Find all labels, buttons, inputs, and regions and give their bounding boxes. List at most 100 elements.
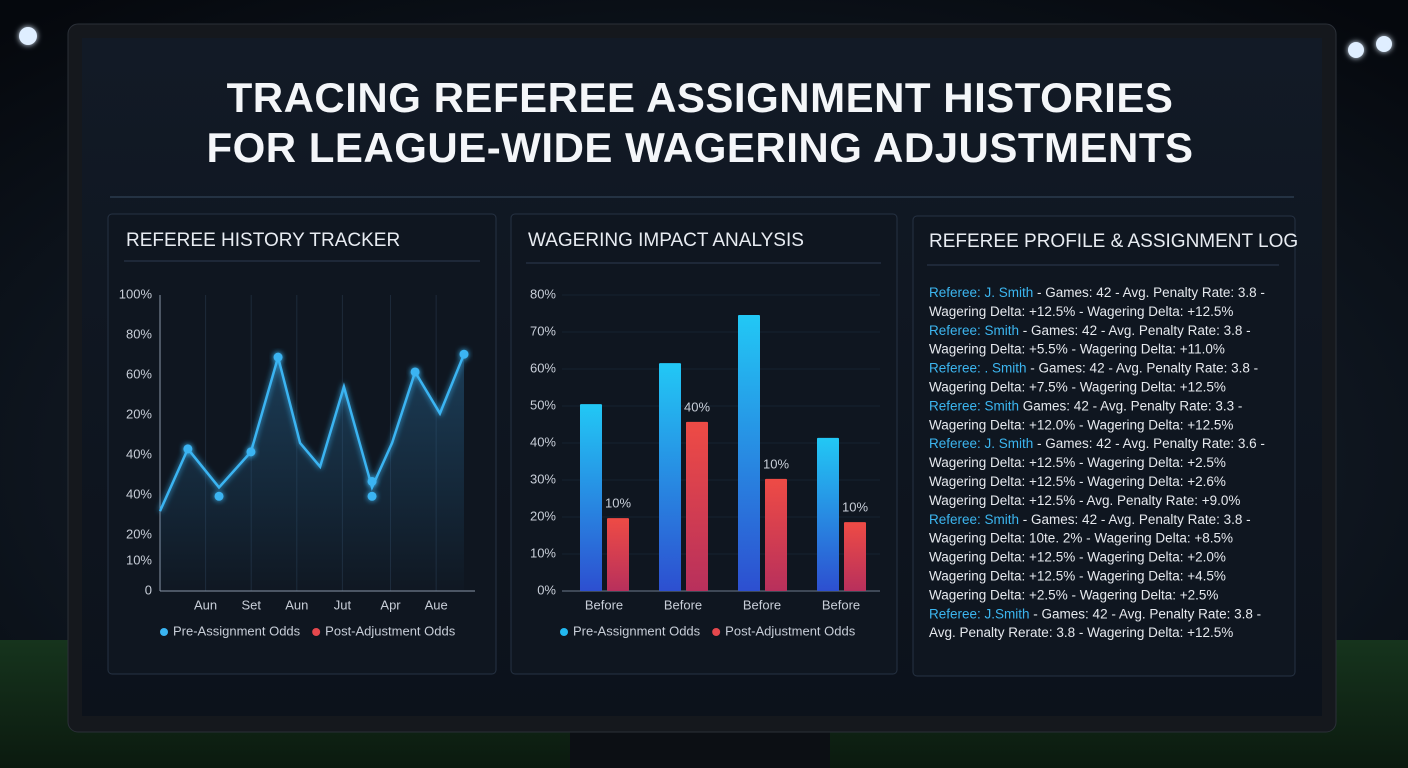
- y-tick-label: 60%: [530, 360, 556, 375]
- log-line: Wagering Delta: +7.5% - Wagering Delta: …: [929, 379, 1226, 394]
- x-tick-label: Jut: [334, 597, 352, 612]
- y-tick-label: 20%: [530, 508, 556, 523]
- log-line: Referee: J. Smith - Games: 42 - Avg. Pen…: [929, 285, 1265, 300]
- referee-name: Referee: J. Smith: [929, 436, 1033, 451]
- log-text: Wagering Delta: +12.0% - Wagering Delta:…: [929, 417, 1233, 432]
- log-text: - Games: 42 - Avg. Penalty Rate: 3.8 -: [1019, 511, 1251, 526]
- log-text: Wagering Delta: +12.5% - Wagering Delta:…: [929, 303, 1233, 318]
- log-line: Referee: Smith Games: 42 - Avg. Penalty …: [929, 398, 1242, 413]
- y-tick-label: 70%: [530, 323, 556, 338]
- y-tick-label: 10%: [126, 552, 152, 567]
- log-line: Wagering Delta: +12.5% - Wagering Delta:…: [929, 303, 1233, 318]
- log-text: Wagering Delta: 10te. 2% - Wagering Delt…: [929, 530, 1233, 545]
- point: [246, 447, 256, 457]
- log-text: Wagering Delta: +12.5% - Wagering Delta:…: [929, 568, 1226, 583]
- monitor-stand: [570, 728, 830, 768]
- y-tick-label: 0%: [537, 582, 556, 597]
- x-tick-label: Before: [585, 597, 623, 612]
- log-text: - Games: 42 - Avg. Penalty Rate: 3.8 -: [1033, 285, 1265, 300]
- log-line: Wagering Delta: +12.5% - Avg. Penalty Ra…: [929, 492, 1240, 507]
- x-tick-label: Before: [743, 597, 781, 612]
- log-line: Referee: . Smith - Games: 42 - Avg. Pena…: [929, 360, 1258, 375]
- referee-name: Referee: Smith: [929, 511, 1019, 526]
- y-tick-label: 80%: [126, 326, 152, 341]
- log-text: Wagering Delta: +5.5% - Wagering Delta: …: [929, 341, 1225, 356]
- y-tick-label: 20%: [126, 526, 152, 541]
- y-tick-label: 10%: [530, 545, 556, 560]
- x-tick-label: Apr: [380, 597, 401, 612]
- stadium-light: [1376, 36, 1392, 52]
- log-text: Wagering Delta: +12.5% - Wagering Delta:…: [929, 474, 1226, 489]
- bar: [765, 478, 787, 591]
- x-tick-label: Aue: [425, 597, 448, 612]
- x-tick-label: Aun: [285, 597, 308, 612]
- legend-marker: [712, 628, 721, 636]
- panel-title: REFEREE PROFILE & ASSIGNMENT LOG: [929, 231, 1298, 252]
- log-text: - Games: 42 - Avg. Penalty Rate: 3.6 -: [1033, 436, 1265, 451]
- point: [410, 367, 420, 377]
- x-tick-label: Before: [822, 597, 860, 612]
- log-text: - Games: 42 - Avg. Penalty Rate: 3.8 -: [1030, 606, 1262, 621]
- log-text: Avg. Penalty Rerate: 3.8 - Wagering Delt…: [929, 625, 1233, 640]
- log-line: Referee: Smith - Games: 42 - Avg. Penalt…: [929, 322, 1251, 337]
- y-tick-label: 100%: [119, 286, 153, 301]
- bar: [844, 522, 866, 591]
- title-line: FOR LEAGUE-WIDE WAGERING ADJUSTMENTS: [206, 124, 1193, 171]
- log-line: Referee: J.Smith - Games: 42 - Avg. Pena…: [929, 606, 1261, 621]
- log-text: Wagering Delta: +2.5% - Wagering Delta: …: [929, 587, 1218, 602]
- legend-marker: [312, 628, 321, 636]
- bar: [738, 314, 760, 591]
- stadium-light: [19, 27, 37, 45]
- line-area: [160, 354, 464, 591]
- log-line: Wagering Delta: +12.5% - Wagering Delta:…: [929, 455, 1226, 470]
- legend-marker: [560, 628, 568, 636]
- annotation: 10%: [842, 500, 868, 515]
- log-text: - Games: 42 - Avg. Penalty Rate: 3.8 -: [1019, 322, 1251, 337]
- point: [459, 349, 469, 359]
- referee-name: Referee: Smith: [929, 322, 1019, 337]
- x-tick-label: Before: [664, 597, 702, 612]
- panel-title: REFEREE HISTORY TRACKER: [126, 230, 400, 251]
- stadium-light: [1348, 42, 1364, 58]
- bar: [659, 363, 681, 591]
- point: [183, 444, 193, 454]
- log-text: Wagering Delta: +12.5% - Wagering Delta:…: [929, 549, 1226, 564]
- annotation: 10%: [763, 456, 789, 471]
- point: [214, 491, 224, 501]
- y-tick-label: 30%: [530, 471, 556, 486]
- y-tick-label: 50%: [530, 397, 556, 412]
- legend-label: Post-Adjustment Odds: [725, 623, 856, 638]
- y-tick-label: 0: [145, 582, 152, 597]
- legend-marker: [160, 628, 168, 636]
- log-line: Wagering Delta: +12.5% - Wagering Delta:…: [929, 474, 1226, 489]
- log-text: Wagering Delta: +12.5% - Wagering Delta:…: [929, 455, 1226, 470]
- y-tick-label: 40%: [126, 446, 152, 461]
- log-line: Wagering Delta: 10te. 2% - Wagering Delt…: [929, 530, 1233, 545]
- log-line: Wagering Delta: +12.0% - Wagering Delta:…: [929, 417, 1233, 432]
- log-line: Wagering Delta: +2.5% - Wagering Delta: …: [929, 587, 1218, 602]
- point: [367, 491, 377, 501]
- y-tick-label: 40%: [126, 486, 152, 501]
- referee-name: Referee: Smith: [929, 398, 1019, 413]
- log-text: Wagering Delta: +12.5% - Avg. Penalty Ra…: [929, 492, 1240, 507]
- log-line: Avg. Penalty Rerate: 3.8 - Wagering Delt…: [929, 625, 1233, 640]
- panel-title: WAGERING IMPACT ANALYSIS: [528, 230, 804, 251]
- log-line: Wagering Delta: +12.5% - Wagering Delta:…: [929, 549, 1226, 564]
- x-tick-label: Aun: [194, 597, 217, 612]
- log-text: - Games: 42 - Avg. Penalty Rate: 3.8 -: [1027, 360, 1259, 375]
- log-text: Games: 42 - Avg. Penalty Rate: 3.3 -: [1019, 398, 1242, 413]
- y-tick-label: 40%: [530, 434, 556, 449]
- point: [273, 352, 283, 362]
- annotation: 40%: [684, 399, 710, 414]
- point: [367, 476, 377, 486]
- panel: [912, 215, 1296, 677]
- bar: [580, 404, 602, 591]
- y-tick-label: 80%: [530, 286, 556, 301]
- y-tick-label: 20%: [126, 406, 152, 421]
- x-tick-label: Set: [241, 597, 261, 612]
- log-line: Referee: Smith - Games: 42 - Avg. Penalt…: [929, 511, 1251, 526]
- bar: [817, 437, 839, 591]
- legend-label: Pre-Assignment Odds: [573, 623, 701, 638]
- log-line: Referee: J. Smith - Games: 42 - Avg. Pen…: [929, 436, 1265, 451]
